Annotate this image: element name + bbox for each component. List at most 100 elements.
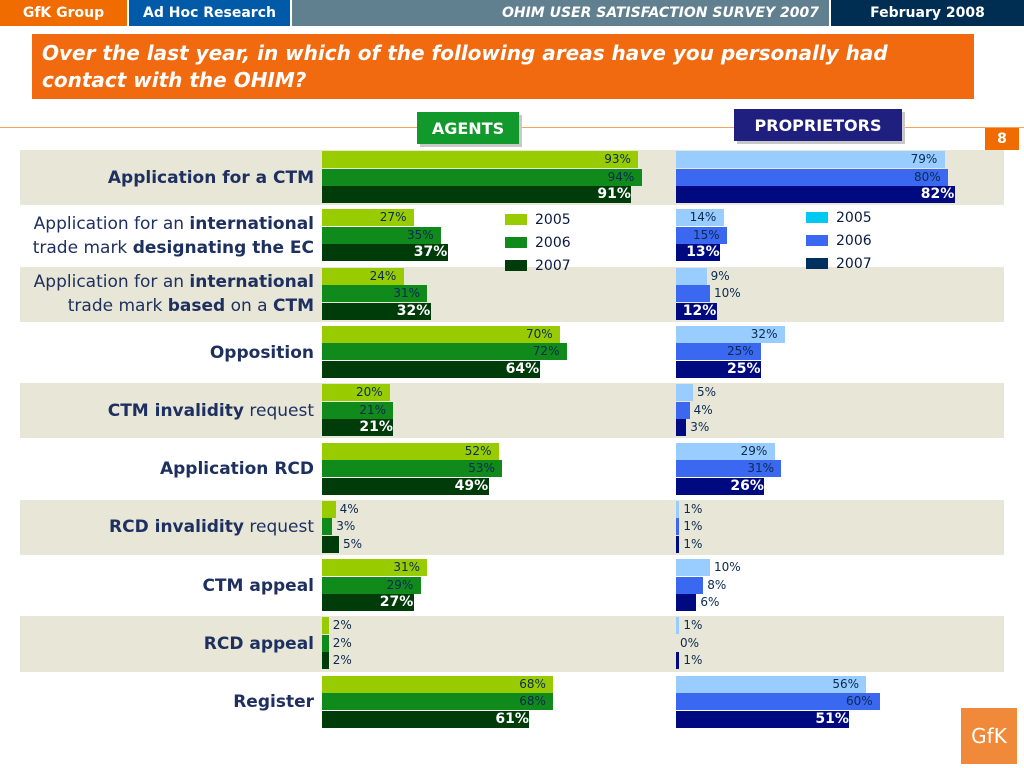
agents-bar-2006 <box>322 518 333 536</box>
agents-bar-2006 <box>322 168 642 186</box>
category-label: Opposition <box>209 342 314 363</box>
category-label: Application for an international trade ma… <box>32 213 314 258</box>
proprietors-value-label: 80% <box>914 169 941 184</box>
proprietors-bar-2007 <box>676 535 680 553</box>
proprietors-value-label: 14% <box>689 210 717 225</box>
proprietors-value-label: 0% <box>680 635 700 650</box>
proprietors-value-label: 79% <box>910 152 938 166</box>
proprietors-bar-2007 <box>676 710 850 728</box>
proprietors-value-label: 1% <box>683 618 703 633</box>
proprietors-bar-2005 <box>676 267 707 285</box>
proprietors-legend-label: 2007 <box>836 256 872 272</box>
agents-value-label: 5% <box>343 536 363 551</box>
agents-value-label: 93% <box>604 152 631 166</box>
agents-value-label: 94% <box>607 169 635 184</box>
proprietors-value-label: 25% <box>727 360 761 377</box>
category-label: RCD appeal <box>203 634 314 655</box>
agents-bar-2005 <box>322 209 414 227</box>
proprietors-legend-label: 2005 <box>836 210 872 226</box>
agents-bar-2007 <box>322 535 339 553</box>
proprietors-bar-2005 <box>676 675 867 693</box>
proprietors-legend-swatch <box>806 212 828 223</box>
row-band <box>20 383 1004 439</box>
proprietors-heading: PROPRIETORS <box>734 109 902 141</box>
agents-value-label: 4% <box>339 501 359 516</box>
proprietors-value-label: 5% <box>697 385 717 400</box>
agents-value-label: 70% <box>526 326 553 341</box>
proprietors-bar-2006 <box>676 460 782 477</box>
agents-value-label: 29% <box>386 577 414 592</box>
proprietors-value-label: 51% <box>815 710 849 727</box>
proprietors-bar-2006 <box>676 693 880 711</box>
proprietors-bar-2007 <box>676 302 717 320</box>
proprietors-value-label: 82% <box>920 186 955 202</box>
row-band <box>20 499 1004 556</box>
agents-value-label: 37% <box>413 244 448 261</box>
agents-value-label: 53% <box>468 461 495 475</box>
agents-bar-2005 <box>322 151 639 168</box>
agents-legend-swatch <box>505 237 527 248</box>
agents-legend-swatch <box>505 260 527 271</box>
agents-bar-2007 <box>322 360 540 378</box>
agents-bar-2007 <box>322 186 632 203</box>
agents-heading: AGENTS <box>417 112 519 144</box>
agents-value-label: 2% <box>332 635 352 650</box>
proprietors-bar-2005 <box>676 500 680 518</box>
proprietors-bar-2007 <box>676 594 697 612</box>
proprietors-value-label: 1% <box>683 653 703 668</box>
agents-value-label: 61% <box>495 710 529 727</box>
agents-value-label: 21% <box>359 402 387 417</box>
proprietors-legend-swatch <box>806 235 828 246</box>
top-bar: GfK Group Ad Hoc Research OHIM USER SATI… <box>0 0 1024 26</box>
proprietors-bar-2007 <box>676 419 687 437</box>
proprietors-legend-swatch <box>806 258 828 269</box>
proprietors-bar-2006 <box>676 226 727 244</box>
page-number: 8 <box>985 128 1019 150</box>
agents-bar-2007 <box>322 419 394 437</box>
agents-value-label: 32% <box>396 302 431 319</box>
agents-bar-2006 <box>322 693 554 711</box>
proprietors-bar-2006 <box>676 576 704 594</box>
agents-bar-2006 <box>322 460 503 477</box>
agents-value-label: 24% <box>369 268 397 283</box>
agents-value-label: 27% <box>379 594 414 611</box>
agents-value-label: 49% <box>454 477 489 494</box>
agents-bar-2007 <box>322 477 489 495</box>
proprietors-bar-2006 <box>676 285 710 303</box>
proprietors-bar-2006 <box>676 343 761 361</box>
question-box: Over the last year, in which of the foll… <box>32 34 974 99</box>
agents-bar-2006 <box>322 343 567 361</box>
agents-bar-2006 <box>322 285 428 303</box>
agents-bar-2005 <box>322 617 329 635</box>
proprietors-value-label: 8% <box>707 577 727 592</box>
proprietors-bar-2005 <box>676 325 785 343</box>
proprietors-bar-2005 <box>676 384 693 402</box>
agents-legend-label: 2005 <box>535 212 571 228</box>
row-band <box>20 616 1004 672</box>
agents-value-label: 72% <box>532 344 560 359</box>
agents-value-label: 20% <box>356 385 383 400</box>
proprietors-value-label: 6% <box>700 595 720 610</box>
proprietors-value-label: 1% <box>683 519 703 534</box>
row-band <box>20 266 1004 322</box>
proprietors-value-label: 12% <box>682 302 717 319</box>
department-tab: Ad Hoc Research <box>127 0 290 26</box>
proprietors-value-label: 1% <box>683 536 703 551</box>
category-label: Application RCD <box>159 459 314 480</box>
proprietors-value-label: 1% <box>683 501 703 516</box>
agents-bar-2007 <box>322 594 414 612</box>
agents-bar-2005 <box>322 267 404 285</box>
proprietors-value-label: 31% <box>747 461 775 475</box>
proprietors-value-label: 32% <box>750 326 778 341</box>
agents-value-label: 2% <box>332 653 352 668</box>
proprietors-value-label: 25% <box>727 344 754 359</box>
agents-bar-2007 <box>322 652 329 670</box>
agents-value-label: 35% <box>407 227 434 242</box>
category-label: Application for a CTM <box>107 167 314 188</box>
agents-bar-2005 <box>322 675 554 693</box>
proprietors-value-label: 56% <box>832 676 860 691</box>
agents-legend-label: 2007 <box>535 258 571 274</box>
category-label: Register <box>233 692 314 713</box>
proprietors-legend-label: 2006 <box>836 233 872 249</box>
proprietors-value-label: 26% <box>730 477 764 494</box>
